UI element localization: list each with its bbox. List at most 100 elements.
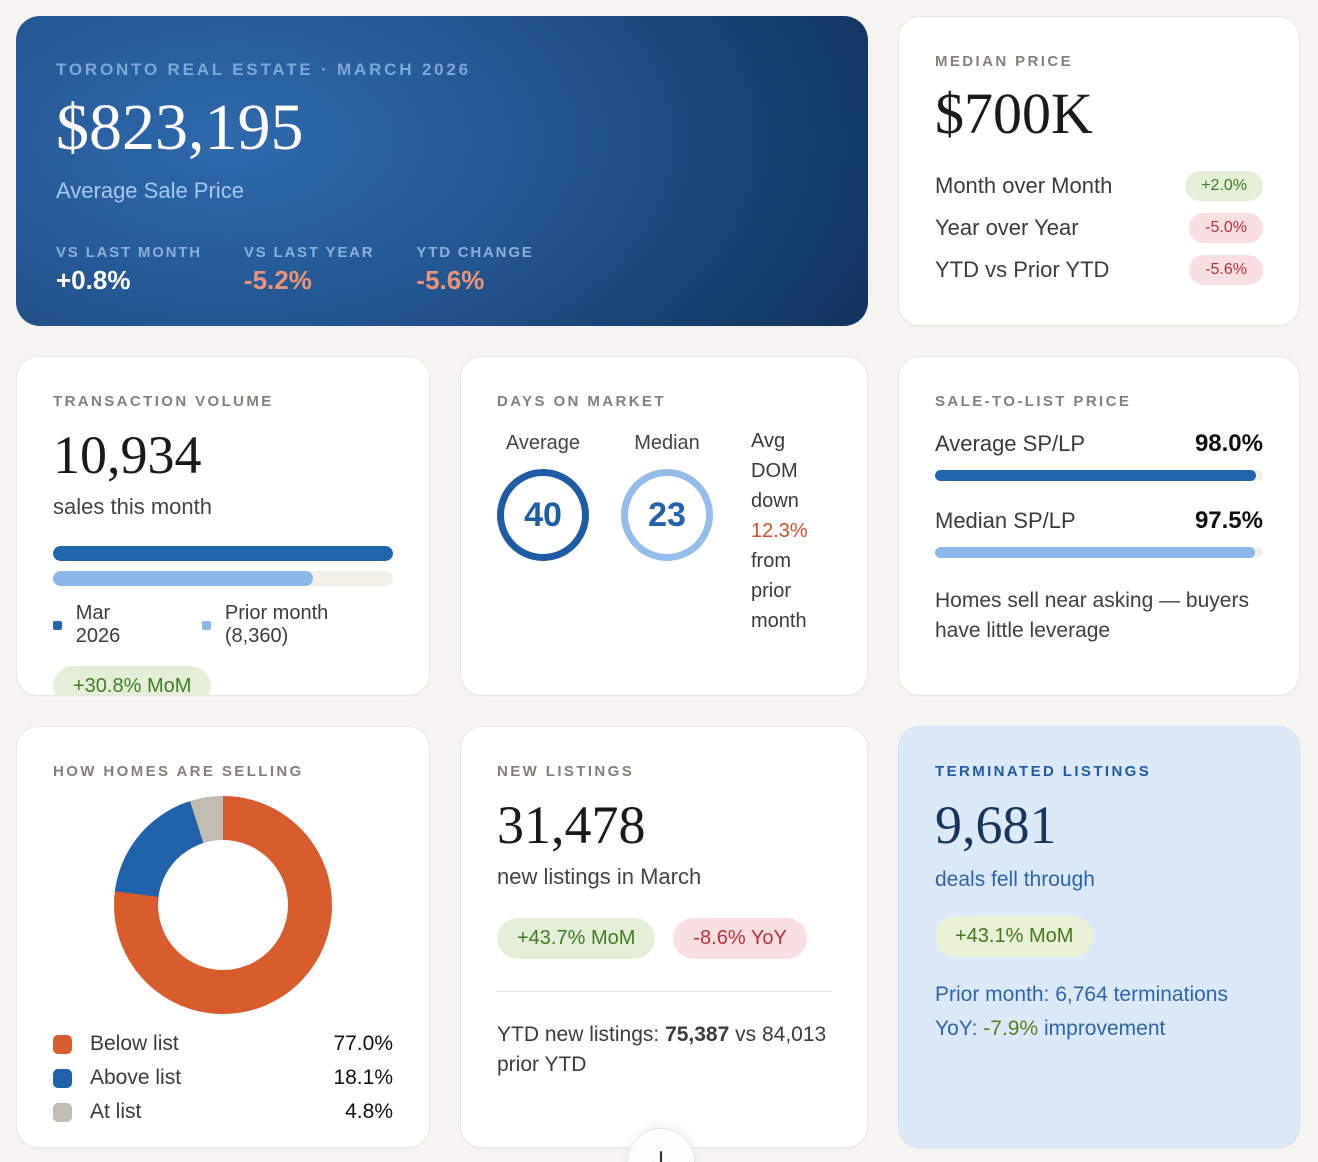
row-label: YTD vs Prior YTD: [935, 257, 1110, 282]
transaction-volume-value: 10,934: [53, 425, 202, 485]
donut-legend: Below list 77.0% Above list 18.1% At lis…: [53, 1032, 393, 1124]
hero-average-sale-price: $823,195: [56, 91, 304, 164]
row-label: Average SP/LP: [935, 431, 1086, 456]
median-label: Median: [634, 432, 700, 454]
card-title: TRANSACTION VOLUME: [53, 393, 274, 410]
ytd-text: YTD new listings:: [497, 1023, 666, 1046]
card-title: DAYS ON MARKET: [497, 393, 666, 410]
prior-month-bar-fill: [53, 571, 314, 586]
yoy-text: improvement: [1038, 1017, 1166, 1040]
arrow-down-icon: [659, 1151, 663, 1162]
card-title: NEW LISTINGS: [497, 763, 635, 780]
hero-stats: VS LAST MONTH +0.8% VS LAST YEAR -5.2% Y…: [56, 244, 828, 296]
legend-label: Mar 2026: [75, 602, 121, 647]
days-on-market-body: Average 40 Median 23 Avg DOM down 12.3% …: [497, 430, 831, 636]
legend-swatch-dark-blue: [53, 620, 62, 630]
prior-month-line: Prior month: 6,764 terminations: [935, 983, 1228, 1006]
row-label: Median SP/LP: [935, 508, 1076, 533]
stat-label: YTD CHANGE: [416, 244, 534, 261]
median-price-card: MEDIAN PRICE $700K Month over Month +2.0…: [898, 16, 1300, 326]
yoy-text: YoY:: [935, 1017, 984, 1040]
legend-swatch-blue: [53, 1068, 72, 1088]
median-price-row-mom: Month over Month +2.0%: [935, 171, 1263, 201]
average-dom: Average 40: [497, 432, 589, 636]
legend-row-below-list: Below list 77.0%: [53, 1032, 393, 1056]
current-month-bar: [53, 546, 393, 561]
legend-label: Prior month (8,360): [224, 602, 329, 647]
legend-swatch-light-blue: [202, 620, 211, 630]
dom-change-note: Avg DOM down 12.3% from prior month: [751, 426, 831, 636]
stat-label: VS LAST YEAR: [243, 244, 375, 261]
row-label: Month over Month: [935, 173, 1113, 198]
card-title: MEDIAN PRICE: [935, 53, 1073, 70]
homes-donut-chart: [114, 796, 332, 1014]
median-price-value: $700K: [935, 81, 1093, 146]
stat-label: VS LAST MONTH: [56, 244, 202, 261]
change-badge: -5.0%: [1189, 213, 1263, 243]
sale-to-list-note: Homes sell near asking — buyers have lit…: [935, 589, 1249, 642]
prior-month-bar: [53, 571, 393, 586]
legend-label: Below list: [90, 1032, 179, 1055]
hero-title: TORONTO REAL ESTATE · MARCH 2026: [56, 60, 471, 79]
legend-value: 4.8%: [345, 1100, 393, 1123]
mom-change-badge: +43.1% MoM: [935, 916, 1094, 957]
median-splp-row: Median SP/LP 97.5%: [935, 507, 1263, 535]
yoy-change-badge: -8.6% YoY: [673, 918, 807, 959]
legend-item-prior: Prior month (8,360): [202, 602, 393, 648]
divider: [497, 991, 831, 992]
median-price-row-yoy: Year over Year -5.0%: [935, 213, 1263, 243]
volume-legend: Mar 2026 Prior month (8,360): [53, 602, 393, 648]
mom-change-badge: +43.7% MoM: [497, 918, 656, 959]
terminated-value: 9,681: [935, 795, 1057, 855]
note-text: Avg DOM down: [751, 430, 799, 512]
average-splp-bar-fill: [935, 470, 1257, 481]
hero-stat-ytd-change: YTD CHANGE -5.6%: [416, 244, 533, 296]
row-label: Year over Year: [935, 215, 1079, 240]
average-splp-bar: [935, 470, 1263, 481]
yoy-highlight: -7.9%: [983, 1017, 1039, 1040]
terminated-listings-card: TERMINATED LISTINGS 9,681 deals fell thr…: [898, 726, 1300, 1148]
terminated-badge-row: +43.1% MoM: [935, 916, 1263, 957]
current-month-bar-fill: [53, 546, 393, 561]
average-splp-row: Average SP/LP 98.0%: [935, 430, 1263, 458]
median-price-rows: Month over Month +2.0% Year over Year -5…: [935, 171, 1263, 285]
transaction-volume-card: TRANSACTION VOLUME 10,934 sales this mon…: [16, 356, 430, 696]
legend-label: At list: [90, 1100, 142, 1123]
new-listings-badges: +43.7% MoM -8.6% YoY: [497, 918, 831, 959]
card-title: HOW HOMES ARE SELLING: [53, 763, 304, 780]
legend-swatch-gray: [53, 1102, 72, 1122]
row-value: 97.5%: [1194, 507, 1263, 534]
card-title: SALE-TO-LIST PRICE: [935, 393, 1132, 410]
legend-label: Above list: [90, 1066, 182, 1089]
median-splp-bar-fill: [935, 547, 1255, 558]
new-listings-value: 31,478: [497, 795, 646, 855]
legend-value: 77.0%: [333, 1032, 393, 1055]
median-dom-ring: 23: [621, 469, 713, 561]
stat-value: +0.8%: [56, 265, 131, 295]
stat-value: -5.2%: [243, 265, 312, 295]
row-value: 98.0%: [1194, 430, 1263, 457]
change-badge: -5.6%: [1189, 255, 1263, 285]
legend-row-above-list: Above list 18.1%: [53, 1066, 393, 1090]
hero-card: TORONTO REAL ESTATE · MARCH 2026 $823,19…: [16, 16, 868, 326]
hero-stat-vs-last-month: VS LAST MONTH +0.8%: [56, 244, 202, 296]
change-badge: +2.0%: [1185, 171, 1263, 201]
legend-row-at-list: At list 4.8%: [53, 1100, 393, 1124]
legend-swatch-orange: [53, 1034, 72, 1054]
median-dom: Median 23: [621, 432, 713, 636]
new-listings-subtitle: new listings in March: [497, 864, 702, 889]
hero-stat-vs-last-year: VS LAST YEAR -5.2%: [244, 244, 375, 296]
dashboard-grid: TORONTO REAL ESTATE · MARCH 2026 $823,19…: [16, 16, 1300, 1148]
note-text: from prior month: [751, 550, 807, 632]
how-homes-selling-card: HOW HOMES ARE SELLING Below list 77.0% A…: [16, 726, 430, 1148]
mom-change-badge: +30.8% MoM: [53, 666, 212, 695]
median-price-row-ytd: YTD vs Prior YTD -5.6%: [935, 255, 1263, 285]
ytd-text: vs 84,013 prior YTD: [497, 1023, 827, 1076]
legend-value: 18.1%: [333, 1066, 393, 1089]
median-splp-bar: [935, 547, 1263, 558]
volume-badge-row: +30.8% MoM: [53, 666, 393, 695]
terminated-subtitle: deals fell through: [935, 868, 1095, 891]
yoy-line: YoY: -7.9% improvement: [935, 1017, 1263, 1041]
new-listings-card: NEW LISTINGS 31,478 new listings in Marc…: [460, 726, 868, 1148]
transaction-volume-subtitle: sales this month: [53, 494, 212, 519]
